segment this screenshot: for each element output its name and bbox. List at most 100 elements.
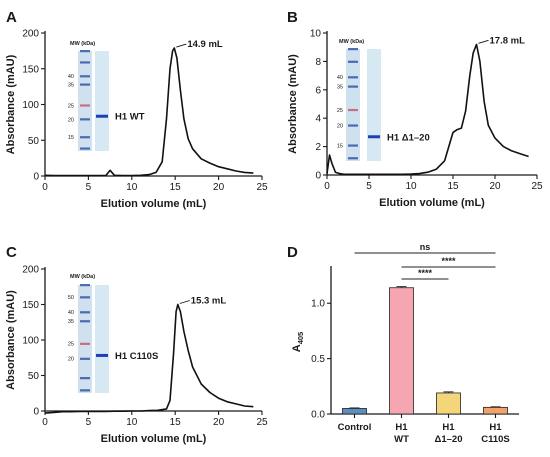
y-axis-title-main: A <box>291 344 303 352</box>
category-label: H1 <box>442 422 455 433</box>
y-axis-title: Absorbance (mAU) <box>287 54 299 154</box>
y-axis-title: A405 <box>291 332 305 352</box>
mw-label: 40 <box>337 75 343 81</box>
panel-letter: A <box>6 9 17 26</box>
x-tick-label: 20 <box>213 182 225 193</box>
y-axis-title: Absorbance (mAU) <box>5 290 17 390</box>
panel-letter: C <box>6 244 17 261</box>
x-axis-title: Elution volume (mL) <box>379 197 485 209</box>
category-label: H1 <box>489 422 502 433</box>
ladder-band <box>348 76 358 79</box>
sample-label: H1 WT <box>115 112 145 123</box>
peak-annotation: 14.9 mL <box>187 39 223 50</box>
category-label-line2: Δ1–20 <box>435 434 463 445</box>
y-tick-label: 150 <box>22 64 39 75</box>
x-axis-title: Elution volume (mL) <box>101 198 207 210</box>
mw-label: 40 <box>68 310 74 316</box>
sample-label: H1 Δ1–20 <box>387 132 430 143</box>
y-axis-title: Absorbance (mAU) <box>5 54 17 154</box>
mw-label: 15 <box>337 143 343 149</box>
panel-letter: B <box>287 9 298 26</box>
panel-b: B 0 2 4 6 8 10 0 5 10 15 20 25 Elution volume (mL) Abs… <box>287 9 543 209</box>
sample-band <box>96 114 108 118</box>
significance-label: **** <box>441 256 456 266</box>
ladder-band <box>80 83 90 86</box>
ladder-band <box>80 136 90 139</box>
mw-label: 25 <box>68 342 74 348</box>
peak-annotation-leader <box>478 39 489 44</box>
y-tick-label: 0.0 <box>311 410 325 421</box>
mw-label: 20 <box>68 117 74 123</box>
y-tick-label: 200 <box>22 29 39 40</box>
ladder-band <box>80 296 90 299</box>
bar <box>342 408 367 415</box>
x-axis-title: Elution volume (mL) <box>101 433 207 445</box>
ladder-band <box>348 48 358 51</box>
y-tick-label: 10 <box>310 29 322 40</box>
sample-band <box>96 353 108 357</box>
bar <box>389 287 414 415</box>
mw-label: 35 <box>68 319 74 325</box>
ladder-band <box>348 60 358 63</box>
mw-label: 20 <box>68 357 74 363</box>
ladder-band <box>80 147 90 150</box>
y-tick-label: 0 <box>33 407 39 418</box>
gel-inset: MW (kDa) 40 35 25 20 15 H1 WT <box>68 41 145 151</box>
mw-label: 40 <box>68 74 74 80</box>
peak-annotation-leader <box>176 43 187 48</box>
sample-lane <box>95 285 109 393</box>
y-tick-label: 2 <box>315 142 321 153</box>
y-tick-label: 100 <box>22 100 39 111</box>
x-tick-label: 5 <box>366 181 372 192</box>
sample-band <box>368 135 380 139</box>
ladder-band <box>80 118 90 121</box>
mw-label: 35 <box>337 85 343 91</box>
x-tick-label: 0 <box>324 181 330 192</box>
x-tick-label: 25 <box>256 182 268 193</box>
y-tick-label: 150 <box>22 300 39 311</box>
y-tick-label: 50 <box>28 136 40 147</box>
y-tick-label: 100 <box>22 336 39 347</box>
x-tick-label: 10 <box>405 181 417 192</box>
ladder-band <box>348 124 358 127</box>
chromatogram-line <box>44 303 254 414</box>
y-tick-label: 8 <box>315 57 321 68</box>
sample-label: H1 C110S <box>115 351 158 362</box>
bar <box>436 392 461 415</box>
ladder-band <box>80 320 90 323</box>
category-label: Control <box>338 422 372 433</box>
bar <box>483 406 508 415</box>
ladder-band <box>348 144 358 147</box>
ladder-band <box>80 75 90 78</box>
mw-label: 50 <box>68 295 74 301</box>
x-tick-label: 25 <box>531 181 543 192</box>
mw-title: MW (kDa) <box>70 41 95 47</box>
x-tick-label: 0 <box>42 417 48 428</box>
x-tick-label: 15 <box>170 182 182 193</box>
x-tick-label: 15 <box>447 181 459 192</box>
mw-label: 20 <box>337 123 343 129</box>
category-label-line2: WT <box>394 434 409 445</box>
ladder-band <box>80 50 90 53</box>
ladder-band <box>348 85 358 88</box>
gel-inset: MW (kDa) 50 40 35 25 20 H1 C110S <box>68 274 158 393</box>
mw-title: MW (kDa) <box>339 39 364 45</box>
panel-c: C 0 50 100 150 200 0 5 10 15 20 25 Elution volume (m… <box>5 244 268 445</box>
x-tick-label: 20 <box>213 417 225 428</box>
x-tick-label: 5 <box>86 417 92 428</box>
mw-label: 15 <box>68 135 74 141</box>
sample-lane <box>95 51 109 151</box>
peak-annotation: 15.3 mL <box>191 296 227 307</box>
chromatogram-line <box>326 43 529 176</box>
significance-label: ns <box>420 242 431 252</box>
sample-lane <box>367 49 381 161</box>
ladder-band <box>80 284 90 287</box>
mw-label: 25 <box>337 108 343 114</box>
chromatogram-line <box>44 47 254 177</box>
y-tick-label: 0 <box>33 172 39 183</box>
x-tick-label: 5 <box>86 182 92 193</box>
peak-annotation-leader <box>179 300 190 304</box>
mw-title: MW (kDa) <box>70 274 95 280</box>
ladder-lane <box>78 285 92 393</box>
